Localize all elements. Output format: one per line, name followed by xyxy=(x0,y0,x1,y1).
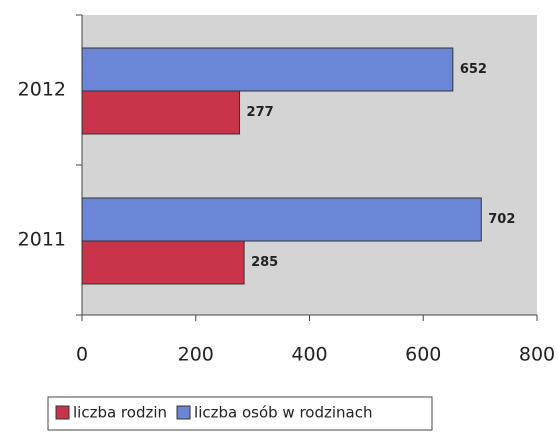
value-label: 652 xyxy=(460,62,487,77)
bar xyxy=(81,240,245,285)
value-label: 285 xyxy=(251,255,278,270)
bar xyxy=(81,47,454,92)
legend-box xyxy=(47,396,433,431)
legend-label: liczba rodzin xyxy=(73,404,167,422)
x-tick-label: 600 xyxy=(405,344,441,366)
y-tick-label: 2012 xyxy=(18,79,66,101)
x-tick-label: 800 xyxy=(519,344,555,366)
x-tick-label: 200 xyxy=(178,344,214,366)
value-label: 277 xyxy=(247,105,274,120)
bar xyxy=(81,90,241,135)
y-tick-label: 2011 xyxy=(18,229,66,251)
x-tick-label: 400 xyxy=(291,344,327,366)
x-tick-label: 0 xyxy=(76,344,88,366)
legend-swatch xyxy=(55,405,70,420)
legend-swatch xyxy=(176,405,191,420)
value-label: 702 xyxy=(488,212,515,227)
bar xyxy=(81,197,482,242)
legend-label: liczba osób w rodzinach xyxy=(194,404,372,422)
